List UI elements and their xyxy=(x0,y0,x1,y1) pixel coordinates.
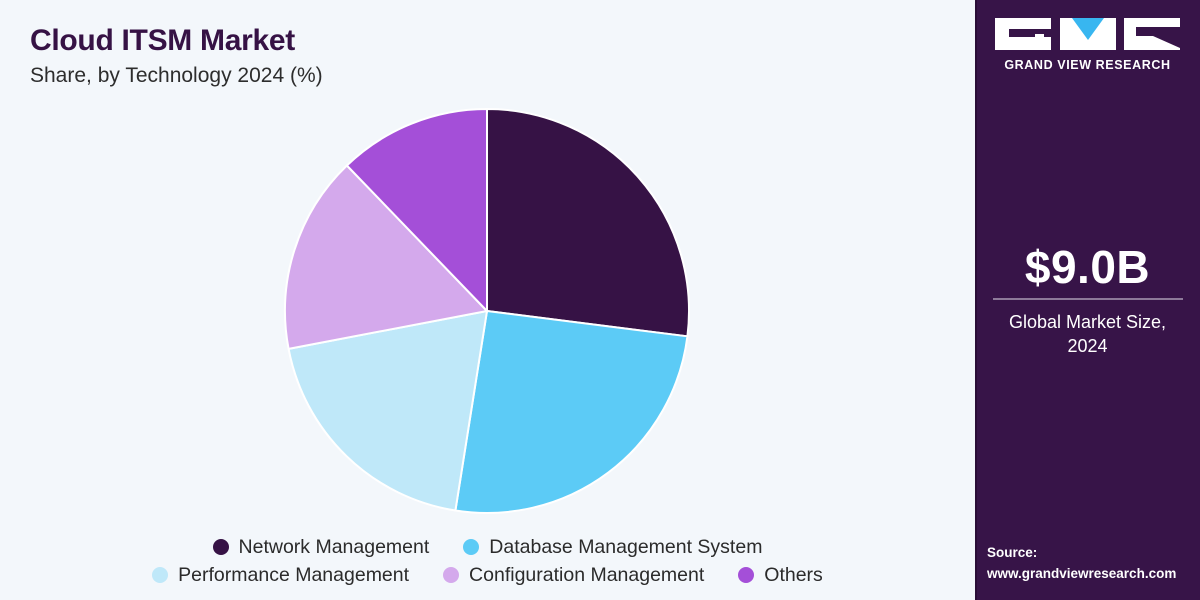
market-size-label: Global Market Size, 2024 xyxy=(975,310,1200,358)
legend-item-configuration-management: Configuration Management xyxy=(443,564,704,587)
legend-item-network-management: Network Management xyxy=(212,535,430,559)
pie-slice-network-management xyxy=(486,108,690,338)
legend-row: Performance Management Configuration Man… xyxy=(0,561,975,589)
legend-swatch xyxy=(212,539,229,555)
gvr-logo-icon xyxy=(995,18,1180,50)
legend-row: Network Management Database Management S… xyxy=(0,533,975,561)
legend-label: Others xyxy=(764,563,823,586)
panel-divider xyxy=(975,0,977,600)
legend-label: Network Management xyxy=(238,535,430,558)
legend-item-database-management-system: Database Management System xyxy=(463,536,762,559)
legend-label: Configuration Management xyxy=(469,563,705,586)
chart-panel: Cloud ITSM Market Share, by Technology 2… xyxy=(0,0,975,600)
sidebar-panel: GRAND VIEW RESEARCH $9.0B Global Market … xyxy=(975,0,1200,600)
chart-legend: Network Management Database Management S… xyxy=(0,533,975,589)
legend-swatch xyxy=(443,567,460,583)
source-link[interactable]: www.grandviewresearch.com xyxy=(987,566,1177,581)
chart-title: Cloud ITSM Market xyxy=(30,24,295,57)
brand-logo: GRAND VIEW RESEARCH xyxy=(995,18,1180,72)
pie-slice-configuration-management xyxy=(284,164,488,350)
market-size-label-line2: 2024 xyxy=(1067,336,1108,356)
pie-slice-database-management-system xyxy=(454,310,689,514)
legend-swatch xyxy=(463,539,480,555)
market-size-value: $9.0B xyxy=(1024,241,1151,293)
legend-item-others: Others xyxy=(738,564,823,587)
legend-swatch xyxy=(738,567,755,583)
chart-subtitle: Share, by Technology 2024 (%) xyxy=(30,64,323,87)
source-label: Source: xyxy=(987,545,1038,560)
value-divider xyxy=(993,298,1183,300)
legend-swatch xyxy=(152,567,169,583)
brand-name: GRAND VIEW RESEARCH xyxy=(1004,58,1171,72)
pie-slice-others xyxy=(345,108,488,312)
legend-item-performance-management: Performance Management xyxy=(152,564,409,587)
legend-label: Database Management System xyxy=(489,535,763,558)
legend-label: Performance Management xyxy=(178,563,410,586)
pie-chart xyxy=(284,108,690,514)
market-size-label-line1: Global Market Size, xyxy=(1008,312,1167,332)
pie-slice-performance-management xyxy=(287,310,488,512)
